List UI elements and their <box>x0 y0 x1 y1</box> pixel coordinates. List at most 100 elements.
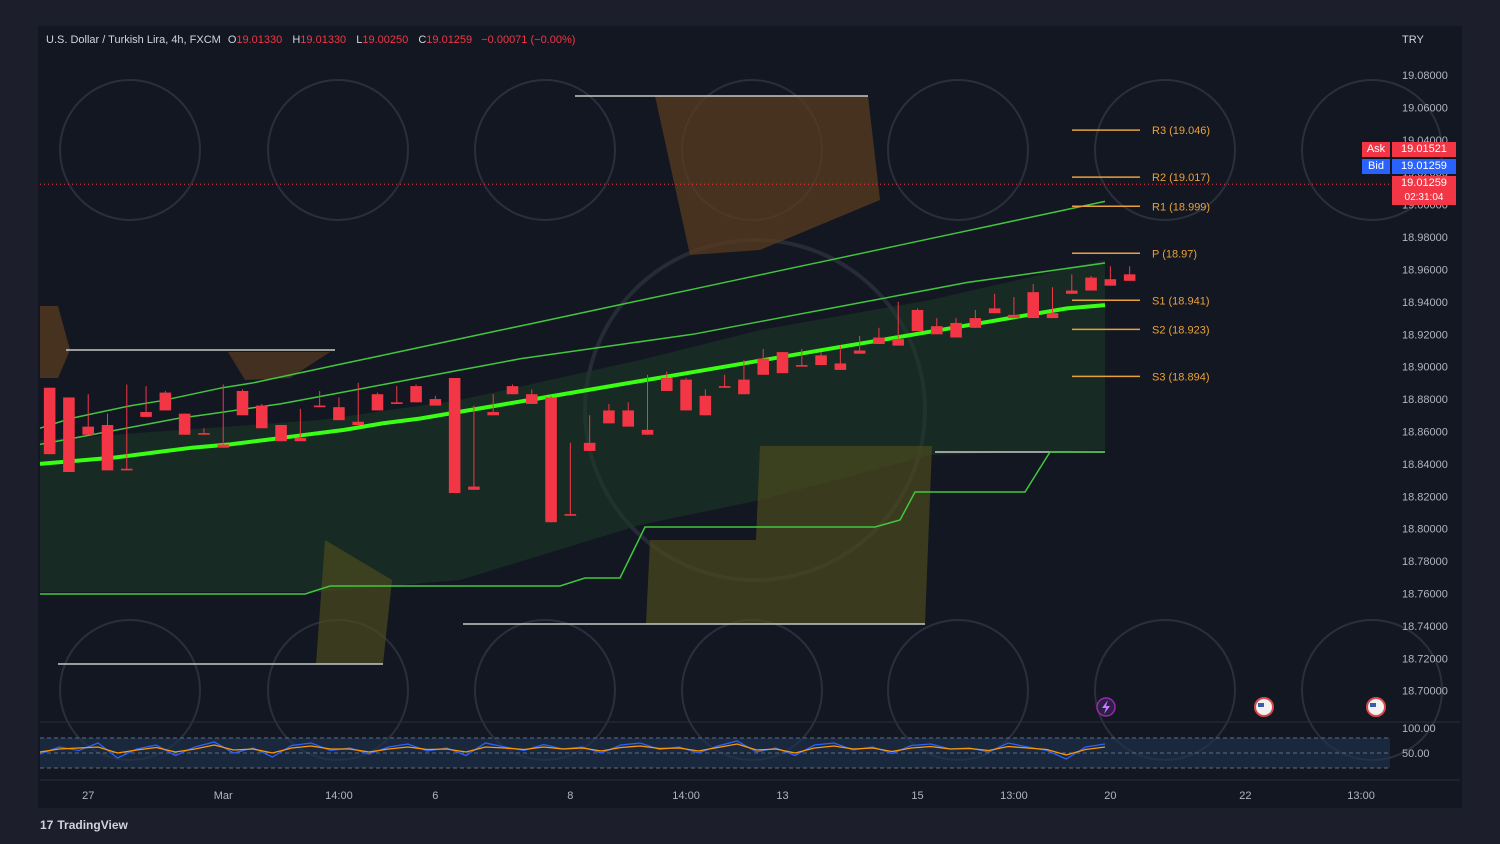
candle-body <box>931 326 943 335</box>
pivot-layer: R3 (19.046) R2 (19.017) R1 (18.999) P (18.9… <box>1072 125 1210 383</box>
price-tick-label: 18.74000 <box>1402 621 1448 633</box>
low-label: L <box>356 34 363 46</box>
candle-body <box>873 337 885 344</box>
candle-body <box>101 425 114 471</box>
candle-body <box>699 395 712 416</box>
high-value: 19.01330 <box>300 34 347 46</box>
candle-body <box>43 387 56 455</box>
pivot-label: R3 (19.046) <box>1152 125 1210 137</box>
moving-average-line-2 <box>39 262 1106 446</box>
open-value: 19.01330 <box>236 34 283 46</box>
candle-body <box>796 365 808 367</box>
pivot-label: S3 (18.894) <box>1152 371 1209 383</box>
ask-tag-value: 19.01521 <box>1392 142 1456 157</box>
lower-band <box>40 451 1105 595</box>
candle-body <box>583 442 596 451</box>
price-tick-label: 18.88000 <box>1402 394 1448 406</box>
candle-body <box>1027 292 1039 319</box>
oscillator-tick-label: 100.00 <box>1402 723 1436 735</box>
candle-body <box>313 405 326 408</box>
candle-body <box>506 386 519 395</box>
oscillator-pane: 100.00 50.00 <box>39 721 1460 769</box>
candle-body <box>969 318 982 328</box>
price-tick-label: 18.82000 <box>1402 491 1448 503</box>
pivot-label: P (18.97) <box>1152 248 1197 260</box>
candle-body <box>63 397 75 472</box>
candle-body <box>892 339 904 346</box>
candle-body <box>1046 313 1059 319</box>
candle-body <box>641 429 654 435</box>
candle-body <box>950 322 962 338</box>
time-tick-label: Mar <box>214 790 233 802</box>
price-tick-label: 19.08000 <box>1402 70 1448 82</box>
zone-layer <box>40 95 1105 665</box>
bid-tag-value: 19.01259 <box>1392 159 1456 174</box>
moving-average-line-1 <box>39 200 1106 429</box>
high-label: H <box>292 34 301 46</box>
tradingview-logo-text: TradingView <box>57 818 128 832</box>
candle-body <box>82 426 94 435</box>
candle-body <box>256 405 268 429</box>
bid-tag-label: Bid <box>1362 159 1390 174</box>
price-tick-label: 18.80000 <box>1402 524 1448 536</box>
price-tick-label: 18.76000 <box>1402 588 1448 600</box>
candle-body <box>757 358 769 375</box>
price-tick-label: 18.84000 <box>1402 459 1448 471</box>
candle-body <box>718 386 731 388</box>
time-tick-label: 13:00 <box>1347 790 1375 802</box>
channel-area <box>40 260 1105 592</box>
candle-body <box>564 514 577 516</box>
price-tick-label: 18.98000 <box>1402 232 1448 244</box>
candle-body <box>622 410 634 427</box>
candle-body <box>738 379 750 395</box>
time-tick-label: 15 <box>911 790 923 802</box>
watermark-seal <box>267 79 409 221</box>
watermark-seal <box>887 79 1029 221</box>
candle-body <box>1066 290 1078 294</box>
close-value: 19.01259 <box>426 34 473 46</box>
candle-body <box>834 363 847 370</box>
last-price-tag: 19.01259 <box>1392 176 1456 191</box>
price-tick-label: 18.96000 <box>1402 264 1448 276</box>
candle-body <box>603 410 615 424</box>
candle-body <box>198 433 210 435</box>
tradingview-logo[interactable]: 17 TradingView <box>40 818 128 832</box>
oscillator-tick-label: 50.00 <box>1402 748 1430 760</box>
candle-body <box>1085 277 1097 291</box>
candle-body <box>1104 279 1117 286</box>
candle-body <box>371 394 384 411</box>
price-tick-label: 18.94000 <box>1402 297 1448 309</box>
time-axis[interactable]: 27 Mar 14:00 6 8 14:00 13 15 13:00 20 22 13:00 <box>40 779 1460 802</box>
time-tick-label: 14:00 <box>325 790 353 802</box>
resistance-zone <box>655 96 880 255</box>
watermark-seal <box>474 79 616 221</box>
pivot-label: R1 (18.999) <box>1152 201 1210 213</box>
candle-body <box>545 397 557 523</box>
symbol-label[interactable]: U.S. Dollar / Turkish Lira, 4h, FXCM <box>46 34 221 46</box>
resistance-zone <box>40 306 70 378</box>
ask-tag-label: Ask <box>1362 142 1390 157</box>
change-value: −0.00071 (−0.00%) <box>481 34 576 46</box>
pivot-label: S2 (18.923) <box>1152 324 1209 336</box>
candle-body <box>661 378 673 391</box>
time-tick-label: 20 <box>1104 790 1116 802</box>
low-value: 19.00250 <box>362 34 409 46</box>
candle-body <box>468 486 480 490</box>
candle-body <box>776 352 789 374</box>
candle-body <box>680 379 692 411</box>
price-tick-label: 18.92000 <box>1402 329 1448 341</box>
close-label: C <box>418 34 427 46</box>
candle-body <box>178 413 191 435</box>
price-tick-label: 19.06000 <box>1402 102 1448 114</box>
candle-body <box>236 390 249 416</box>
candle-body <box>352 421 364 426</box>
candle-body <box>333 407 345 421</box>
candle-body <box>1123 274 1136 281</box>
candle-body <box>526 394 538 404</box>
pivot-label: R2 (19.017) <box>1152 172 1210 184</box>
time-tick-label: 13:00 <box>1000 790 1028 802</box>
tradingview-logo-icon: 17 <box>40 818 54 832</box>
currency-label: TRY <box>1402 34 1424 46</box>
candle-body <box>275 425 287 442</box>
